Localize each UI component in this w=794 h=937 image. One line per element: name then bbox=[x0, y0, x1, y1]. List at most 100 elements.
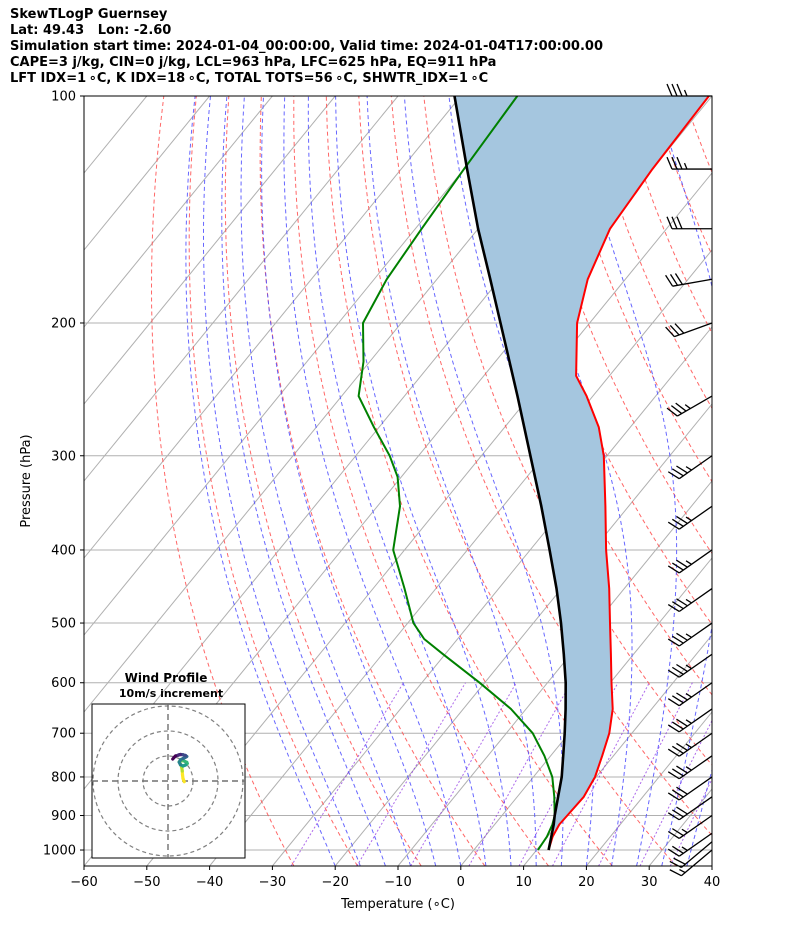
hodograph-title: Wind Profile bbox=[125, 671, 208, 685]
barb-full-flag bbox=[676, 765, 688, 774]
mixing-ratio-line bbox=[552, 682, 650, 866]
dry-adiabat-line bbox=[325, 96, 613, 866]
barb-half-flag bbox=[681, 828, 688, 834]
barb-staff bbox=[678, 505, 713, 530]
cape-cin-levels: CAPE=3 j/kg, CIN=0 j/kg, LCL=963 hPa, LF… bbox=[10, 55, 497, 70]
moist-adiabat-line bbox=[185, 96, 336, 866]
barb-full-flag bbox=[672, 828, 684, 837]
barb-staff bbox=[677, 395, 713, 417]
mixing-ratio-line bbox=[669, 777, 712, 866]
barb-full-flag bbox=[667, 521, 680, 530]
isotherm-line bbox=[775, 96, 794, 866]
barb-full-flag bbox=[676, 465, 688, 474]
wind-barb bbox=[667, 732, 713, 757]
wind-barb bbox=[667, 755, 713, 780]
y-tick-label: 800 bbox=[51, 770, 76, 785]
barb-half-flag bbox=[685, 598, 692, 604]
station-title: SkewTLogP Guernsey bbox=[10, 7, 168, 22]
dry-adiabat-line bbox=[618, 96, 712, 335]
barb-full-flag bbox=[671, 83, 678, 97]
barb-full-flag bbox=[674, 273, 684, 285]
barb-full-flag bbox=[667, 848, 680, 857]
barb-full-flag bbox=[666, 216, 673, 230]
isotherm-line bbox=[84, 96, 85, 97]
moist-adiabat-line bbox=[686, 767, 712, 866]
barb-half-flag bbox=[685, 466, 692, 471]
dry-adiabat-line bbox=[358, 96, 677, 866]
isotherm-line bbox=[586, 711, 712, 866]
moist-adiabat-line bbox=[203, 96, 361, 866]
barb-full-flag bbox=[667, 565, 680, 574]
barb-full-flag bbox=[672, 666, 684, 675]
barb-full-flag bbox=[672, 468, 684, 477]
barb-half-flag bbox=[683, 162, 688, 170]
barb-full-flag bbox=[665, 326, 675, 338]
moist-adiabat-line bbox=[261, 96, 437, 866]
barb-staff bbox=[678, 588, 713, 613]
cape-shaded-area bbox=[454, 96, 709, 850]
barb-full-flag bbox=[676, 598, 688, 607]
wind-barb bbox=[667, 653, 713, 678]
x-tick-label: −40 bbox=[196, 875, 223, 890]
mixing-ratio-line bbox=[290, 682, 404, 866]
x-tick-label: −60 bbox=[70, 875, 97, 890]
wind-barb bbox=[667, 622, 713, 647]
barb-staff bbox=[678, 549, 713, 574]
y-tick-label: 600 bbox=[51, 676, 76, 691]
wind-barb bbox=[665, 273, 713, 287]
dewpoint-profile-line bbox=[357, 96, 556, 851]
barb-full-flag bbox=[665, 274, 674, 287]
barb-full-flag bbox=[676, 559, 688, 568]
y-tick-label: 400 bbox=[51, 543, 76, 558]
barb-staff bbox=[680, 849, 713, 877]
barb-full-flag bbox=[676, 692, 688, 701]
wind-barb bbox=[667, 682, 713, 707]
barb-full-flag bbox=[670, 405, 683, 415]
dry-adiabat-line bbox=[390, 96, 712, 837]
temperature-profile-line bbox=[547, 96, 710, 851]
wind-barbs bbox=[665, 83, 713, 877]
moist-adiabat-line bbox=[711, 864, 712, 866]
dry-adiabat-line bbox=[781, 96, 794, 866]
plot-area bbox=[83, 83, 794, 877]
x-axis-label: Temperature (∘C) bbox=[340, 897, 455, 912]
barb-staff bbox=[678, 622, 713, 647]
barb-full-flag bbox=[676, 515, 688, 524]
barb-full-flag bbox=[676, 663, 688, 673]
barb-full-flag bbox=[667, 471, 680, 480]
x-tick-label: 30 bbox=[641, 875, 658, 890]
barb-full-flag bbox=[676, 632, 688, 641]
x-axis-ticks: −60 −50 −40 −30 −20 −10 0 10 20 30 40 bbox=[70, 866, 720, 890]
dry-adiabat-line bbox=[423, 96, 712, 766]
mixing-ratio-line bbox=[410, 682, 517, 866]
moist-adiabat-line bbox=[737, 96, 794, 866]
isotherm-line bbox=[397, 480, 712, 866]
barb-half-flag bbox=[685, 560, 692, 565]
barb-full-flag bbox=[667, 812, 680, 821]
hodograph-subtitle: 10m/s increment bbox=[119, 687, 223, 700]
barb-full-flag bbox=[667, 748, 680, 757]
simulation-times: Simulation start time: 2024-01-04_00:00:… bbox=[10, 39, 603, 54]
barb-full-flag bbox=[672, 601, 684, 610]
barb-full-flag bbox=[672, 845, 684, 854]
barb-full-flag bbox=[676, 786, 688, 795]
mixing-ratio-line bbox=[598, 682, 693, 866]
barb-half-flag bbox=[685, 516, 692, 522]
dry-adiabat-line bbox=[259, 96, 486, 866]
barb-full-flag bbox=[676, 83, 683, 97]
y-tick-label: 700 bbox=[51, 727, 76, 742]
barb-full-flag bbox=[667, 669, 680, 678]
x-tick-label: −50 bbox=[133, 875, 160, 890]
barb-staff bbox=[678, 682, 713, 707]
barb-full-flag bbox=[676, 806, 688, 815]
barb-staff bbox=[678, 455, 713, 480]
station-coordinates: Lat: 49.43 Lon: -2.60 bbox=[10, 23, 172, 38]
barb-half-flag bbox=[685, 719, 692, 724]
barb-staff bbox=[678, 732, 713, 757]
hodograph-trace-segment bbox=[171, 755, 176, 761]
barb-full-flag bbox=[667, 830, 680, 840]
barb-full-flag bbox=[672, 809, 684, 818]
wind-barb bbox=[666, 216, 712, 230]
barb-full-flag bbox=[666, 407, 678, 417]
isotherm-line bbox=[84, 96, 524, 636]
